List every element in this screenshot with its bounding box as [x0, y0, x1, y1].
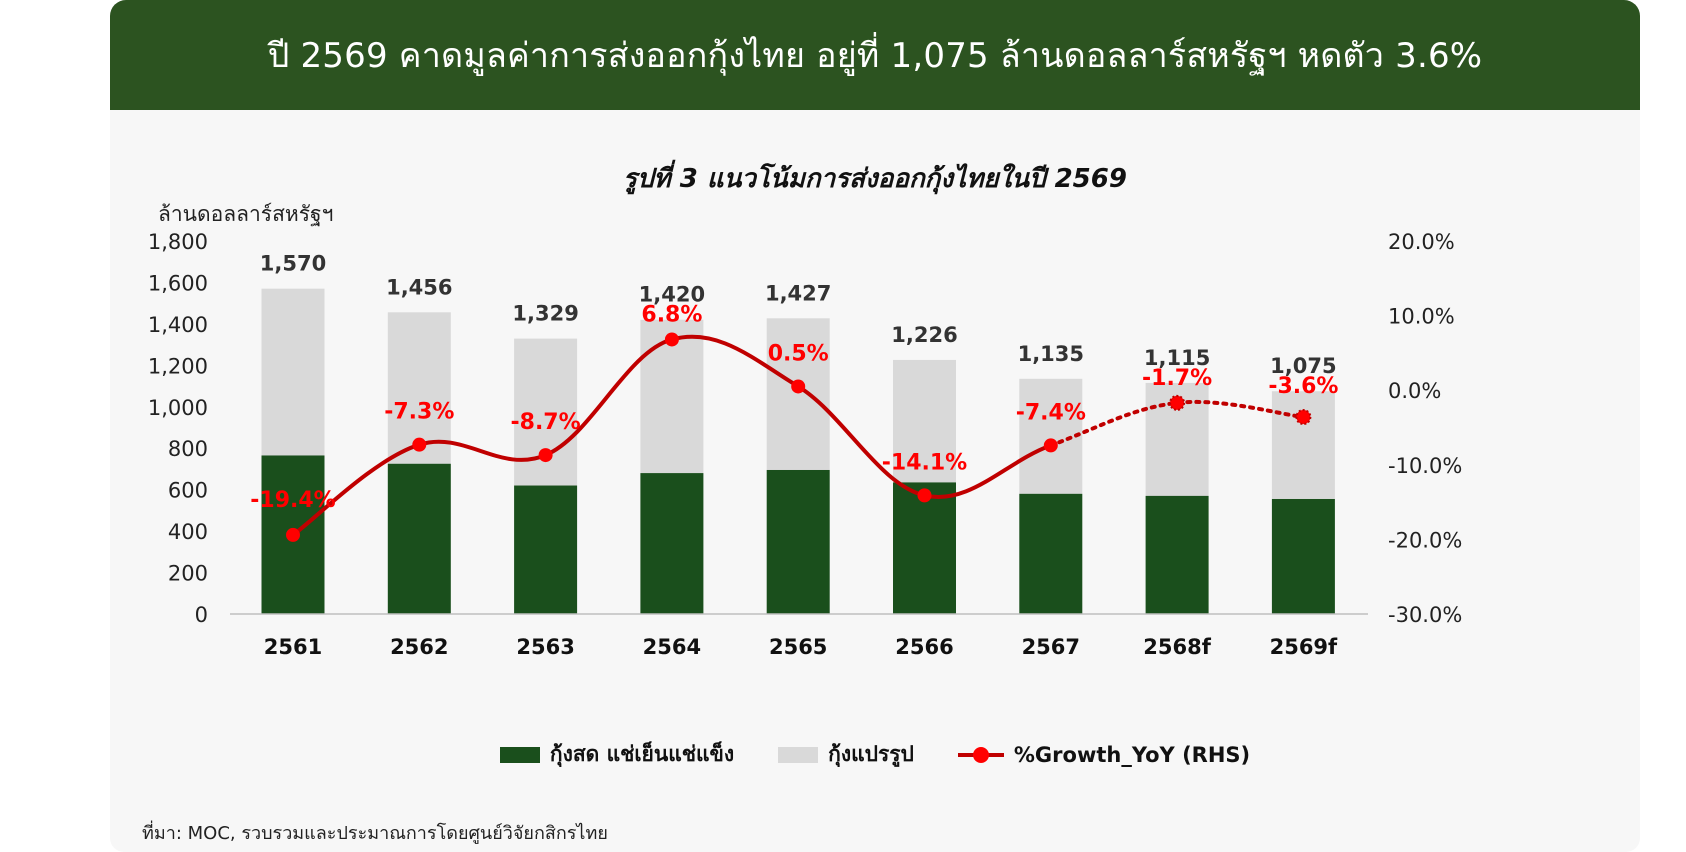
total-label: 1,570 [260, 252, 326, 276]
total-label: 1,427 [765, 281, 831, 305]
growth-point [1043, 438, 1058, 453]
bar-fresh [640, 473, 704, 614]
total-label: 1,226 [891, 323, 957, 347]
bar-processed [766, 318, 830, 470]
category-label: 2569f [1270, 635, 1338, 659]
growth-point [538, 448, 553, 463]
y-tick-label: 800 [168, 437, 208, 461]
y-tick-label: 1,000 [148, 396, 208, 420]
growth-point-forecast [1169, 394, 1186, 411]
total-label: 1,456 [386, 275, 452, 299]
y-tick-label: 400 [168, 520, 208, 544]
bar-fresh [514, 485, 578, 614]
title-banner: ปี 2569 คาดมูลค่าการส่งออกกุ้งไทย อยู่ที… [110, 0, 1640, 110]
growth-label: 0.5% [768, 341, 829, 366]
bar-processed [893, 359, 956, 483]
banner-title: ปี 2569 คาดมูลค่าการส่งออกกุ้งไทย อยู่ที… [267, 36, 1483, 76]
growth-point [791, 379, 806, 394]
y-tick-label: 200 [168, 562, 208, 586]
total-label: 1,329 [512, 302, 578, 326]
legend-swatch-processed [778, 746, 819, 763]
y-tick-label: 0 [195, 603, 208, 627]
category-label: 2561 [264, 635, 322, 659]
y2-tick-label: -30.0% [1388, 603, 1462, 627]
category-label: 2563 [516, 635, 574, 659]
growth-point [412, 437, 427, 452]
y2-tick-label: 20.0% [1388, 230, 1455, 254]
export-chart: 1,800 1,600 1,400 1,200 1,000 800 600 400 200 0 20… [148, 230, 1462, 659]
y2-tick-label: 0.0% [1388, 379, 1441, 403]
legend-swatch-fresh [499, 746, 540, 763]
growth-label: -8.7% [511, 410, 581, 435]
growth-label: -7.3% [384, 400, 454, 425]
y2-tick-label: -20.0% [1388, 528, 1462, 552]
legend-label-fresh: กุ้งสด แช่เย็นแช่แข็ง [549, 742, 735, 766]
bar-fresh [1145, 495, 1209, 614]
category-label: 2568f [1143, 635, 1211, 659]
y-tick-label: 1,200 [148, 354, 208, 378]
total-label: 1,115 [1144, 346, 1210, 370]
total-label: 1,075 [1270, 354, 1336, 378]
y2-tick-label: 10.0% [1388, 305, 1455, 329]
total-label: 1,420 [639, 283, 705, 307]
y-axis-unit-label: ล้านดอลลาร์สหรัฐฯ [158, 202, 334, 226]
growth-label: -14.1% [882, 450, 967, 475]
legend-item-fresh: กุ้งสด แช่เย็นแช่แข็ง [499, 738, 735, 771]
growth-label: -3.6% [1268, 374, 1338, 399]
growth-point [664, 332, 679, 347]
chart-legend: กุ้งสด แช่เย็นแช่แข็ง กุ้งแปรรูป %Growth… [110, 738, 1640, 771]
legend-label-growth: %Growth_YoY (RHS) [1013, 742, 1251, 767]
bar-fresh [766, 469, 830, 614]
y-tick-label: 1,600 [148, 271, 208, 295]
chart-title: รูปที่ 3 แนวโน้มการส่งออกกุ้งไทยในปี 256… [623, 164, 1127, 194]
category-label: 2567 [1022, 635, 1080, 659]
legend-swatch-growth [957, 746, 1004, 763]
category-label: 2565 [769, 635, 827, 659]
bar-fresh [1271, 498, 1335, 614]
growth-label: -1.7% [1142, 366, 1212, 391]
y2-tick-label: -10.0% [1388, 454, 1462, 478]
bar-fresh [1019, 493, 1083, 614]
source-note: ที่มา: MOC, รวบรวมและประมาณการโดยศูนย์วิ… [142, 823, 608, 844]
growth-label: 6.8% [641, 302, 702, 327]
y-tick-label: 600 [168, 479, 208, 503]
growth-point [917, 488, 932, 503]
growth-point-forecast [1295, 409, 1312, 426]
legend-label-processed: กุ้งแปรรูป [828, 742, 914, 766]
total-label: 1,135 [1018, 342, 1084, 366]
legend-item-processed: กุ้งแปรรูป [778, 738, 914, 771]
category-label: 2566 [895, 635, 953, 659]
bar-processed [1019, 378, 1083, 494]
y-tick-label: 1,800 [148, 230, 208, 254]
bar-fresh [893, 482, 956, 614]
growth-label: -7.4% [1016, 400, 1086, 425]
growth-point [286, 527, 300, 542]
chart-panel: รูปที่ 3 แนวโน้มการส่งออกกุ้งไทยในปี 256… [110, 110, 1640, 852]
category-label: 2562 [390, 635, 448, 659]
growth-label: -19.4% [250, 488, 335, 513]
legend-item-growth: %Growth_YoY (RHS) [957, 742, 1251, 767]
bar-processed [261, 288, 325, 456]
bar-fresh [387, 463, 451, 614]
y-tick-label: 1,400 [148, 313, 208, 337]
bar-processed [1271, 391, 1335, 499]
category-label: 2564 [643, 635, 701, 659]
